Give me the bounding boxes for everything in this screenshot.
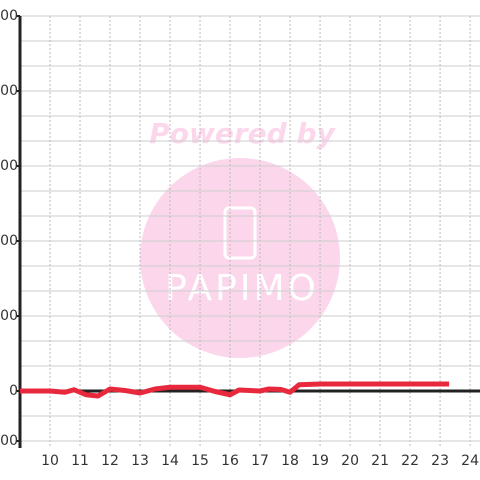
x-tick-label: 19 <box>311 453 329 469</box>
line <box>20 381 450 399</box>
x-tick-label: 22 <box>401 453 419 469</box>
watermark-logo: PAPIMO <box>165 268 319 309</box>
x-tick-label: 16 <box>221 453 239 469</box>
x-tick-label: 14 <box>161 453 179 469</box>
y-tick-label: 120,000 <box>0 83 18 99</box>
watermark-text: Powered by <box>149 117 336 150</box>
x-tick-label: 17 <box>251 453 269 469</box>
y-tick-label: 90,000 <box>0 158 18 174</box>
x-tick-label: 21 <box>371 453 389 469</box>
plot: -20,000 0 30,000 60,000 90,000 120,000 150,000… <box>0 8 480 469</box>
y-tick-label: 30,000 <box>0 308 18 324</box>
x-tick-label: 11 <box>71 453 89 469</box>
x-tick-label: 24 <box>461 453 479 469</box>
x-tick-label: 20 <box>341 453 359 469</box>
x-tick-label: 15 <box>191 453 209 469</box>
x-tick-label: 12 <box>101 453 119 469</box>
y-tick-label: 60,000 <box>0 233 18 249</box>
x-tick-label: 23 <box>431 453 449 469</box>
x-tick-label: 13 <box>131 453 149 469</box>
y-tick-label: 150,000 <box>0 8 18 24</box>
watermark-icon <box>223 206 257 260</box>
x-tick-label: 18 <box>281 453 299 469</box>
y-tick-label: 0 <box>9 383 18 399</box>
x-tick-label: 10 <box>41 453 59 469</box>
y-tick-label: -20,000 <box>0 433 18 449</box>
